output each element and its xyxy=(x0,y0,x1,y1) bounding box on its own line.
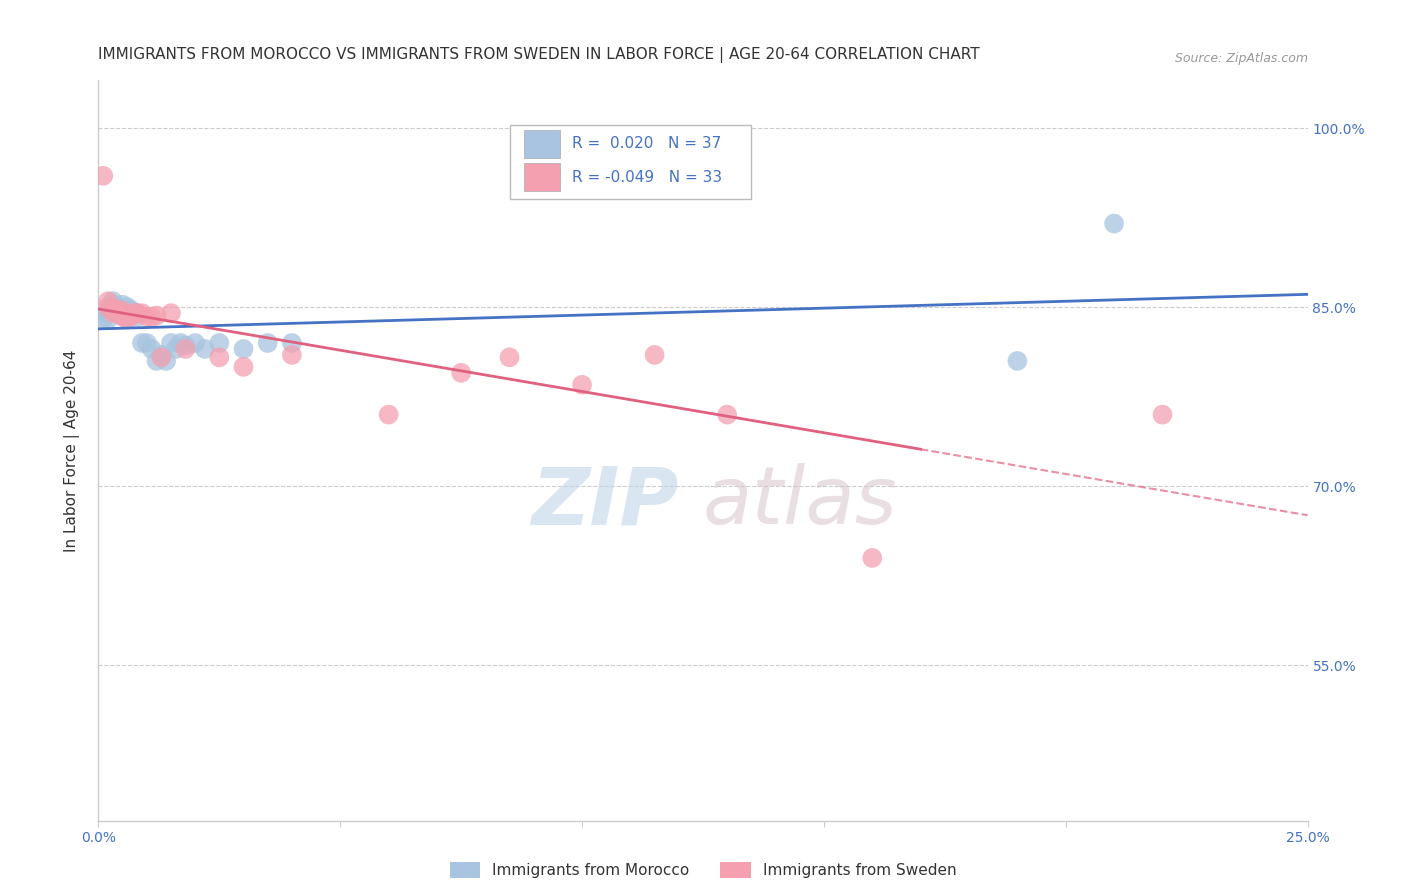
Point xyxy=(1152,408,1174,422)
Point xyxy=(141,310,163,324)
Point xyxy=(121,306,143,320)
Point xyxy=(117,303,139,318)
Point xyxy=(716,408,738,422)
Point xyxy=(91,169,114,183)
Point xyxy=(145,354,167,368)
Point xyxy=(141,342,163,356)
Bar xyxy=(524,163,561,191)
Point xyxy=(111,309,134,323)
Point xyxy=(111,309,134,323)
Point xyxy=(150,351,173,365)
Point xyxy=(121,303,143,318)
Point xyxy=(101,302,124,317)
Point xyxy=(117,312,139,326)
Point xyxy=(1007,354,1029,368)
Point xyxy=(117,309,139,323)
Point xyxy=(127,306,149,320)
Point xyxy=(169,336,191,351)
Point xyxy=(135,336,157,351)
Point xyxy=(111,303,134,318)
Point xyxy=(145,309,167,323)
Point xyxy=(131,306,153,320)
Point xyxy=(91,312,114,326)
Point xyxy=(160,336,183,351)
Text: atlas: atlas xyxy=(703,463,898,541)
Point xyxy=(107,306,129,320)
Point xyxy=(281,348,304,362)
Point xyxy=(107,306,129,320)
Point xyxy=(165,342,187,356)
Point xyxy=(644,348,666,362)
Point xyxy=(571,377,593,392)
Point xyxy=(194,342,217,356)
Point xyxy=(121,309,143,323)
Point xyxy=(101,300,124,314)
Point xyxy=(97,294,120,309)
Point xyxy=(107,302,129,317)
Point xyxy=(174,338,197,352)
Point xyxy=(860,550,883,565)
Point xyxy=(107,302,129,317)
Point xyxy=(135,310,157,324)
Point xyxy=(117,300,139,314)
Point xyxy=(117,310,139,324)
Point xyxy=(131,336,153,351)
Point xyxy=(121,306,143,320)
Point xyxy=(101,294,124,309)
Legend: Immigrants from Morocco, Immigrants from Sweden: Immigrants from Morocco, Immigrants from… xyxy=(443,856,963,884)
Point xyxy=(101,298,124,312)
Text: R =  0.020   N = 37: R = 0.020 N = 37 xyxy=(572,136,721,152)
Point xyxy=(184,336,207,351)
Point xyxy=(208,351,231,365)
Point xyxy=(155,354,177,368)
Point xyxy=(281,336,304,351)
Point xyxy=(232,342,254,356)
Point xyxy=(1102,217,1125,231)
FancyBboxPatch shape xyxy=(509,125,751,199)
Point xyxy=(498,351,520,365)
Point xyxy=(450,366,472,380)
Y-axis label: In Labor Force | Age 20-64: In Labor Force | Age 20-64 xyxy=(63,350,80,551)
Text: R = -0.049   N = 33: R = -0.049 N = 33 xyxy=(572,169,723,185)
Point xyxy=(127,306,149,320)
Point xyxy=(377,408,399,422)
Text: IMMIGRANTS FROM MOROCCO VS IMMIGRANTS FROM SWEDEN IN LABOR FORCE | AGE 20-64 COR: IMMIGRANTS FROM MOROCCO VS IMMIGRANTS FR… xyxy=(98,47,980,63)
Point xyxy=(150,348,173,362)
Text: ZIP: ZIP xyxy=(531,463,679,541)
Point xyxy=(97,300,120,314)
Point xyxy=(101,306,124,320)
Point xyxy=(111,298,134,312)
Point xyxy=(232,359,254,374)
Point xyxy=(160,306,183,320)
Text: Source: ZipAtlas.com: Source: ZipAtlas.com xyxy=(1174,53,1308,65)
Point xyxy=(97,312,120,326)
Bar xyxy=(524,130,561,158)
Point xyxy=(97,306,120,320)
Point xyxy=(174,342,197,356)
Point xyxy=(127,310,149,324)
Point xyxy=(107,300,129,314)
Point xyxy=(208,336,231,351)
Point xyxy=(111,310,134,324)
Point xyxy=(256,336,278,351)
Point xyxy=(111,303,134,318)
